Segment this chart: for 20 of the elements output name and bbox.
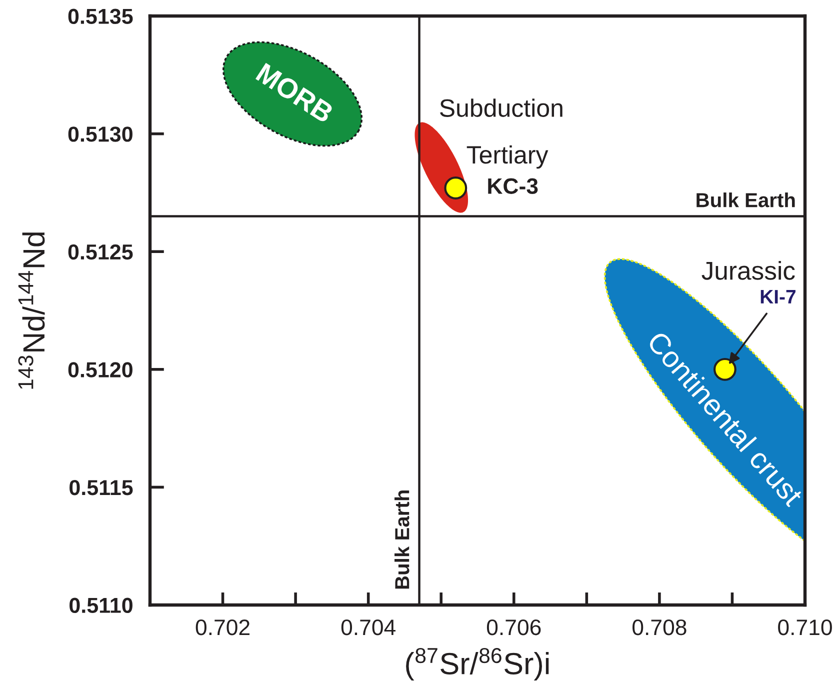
y-tick-label: 0.5110 bbox=[70, 598, 132, 614]
annotation: Subduction bbox=[440, 98, 562, 117]
x-tick-label: 0.710 bbox=[778, 619, 832, 636]
annotation: KC-3 bbox=[488, 178, 538, 194]
y-tick-label: 0.5130 bbox=[68, 126, 132, 142]
x-tick-label: 0.702 bbox=[196, 619, 250, 636]
y-tick-label: 0.5135 bbox=[68, 8, 133, 24]
y-axis-title: $^{143}$Nd/$^{144}$Nd bbox=[18, 232, 45, 389]
annotation: Tertiary bbox=[466, 145, 548, 169]
x-tick-label: 0.704 bbox=[341, 619, 396, 636]
ref-line-label: Bulk Earth bbox=[696, 192, 795, 208]
x-tick-label: 0.708 bbox=[632, 619, 686, 636]
y-tick-label: 0.5120 bbox=[68, 362, 132, 378]
y-tick-label: 0.5125 bbox=[68, 244, 133, 260]
y-tick-label: 0.5115 bbox=[70, 480, 133, 496]
x-axis-title: ($^{87}$Sr/$^{86}$Sr)i bbox=[406, 648, 549, 680]
ref-line-label: Bulk Earth bbox=[394, 490, 410, 589]
annotation: KI-7 bbox=[760, 290, 796, 304]
x-tick-label: 0.706 bbox=[486, 619, 541, 636]
annotation: Jurassic bbox=[702, 261, 795, 280]
